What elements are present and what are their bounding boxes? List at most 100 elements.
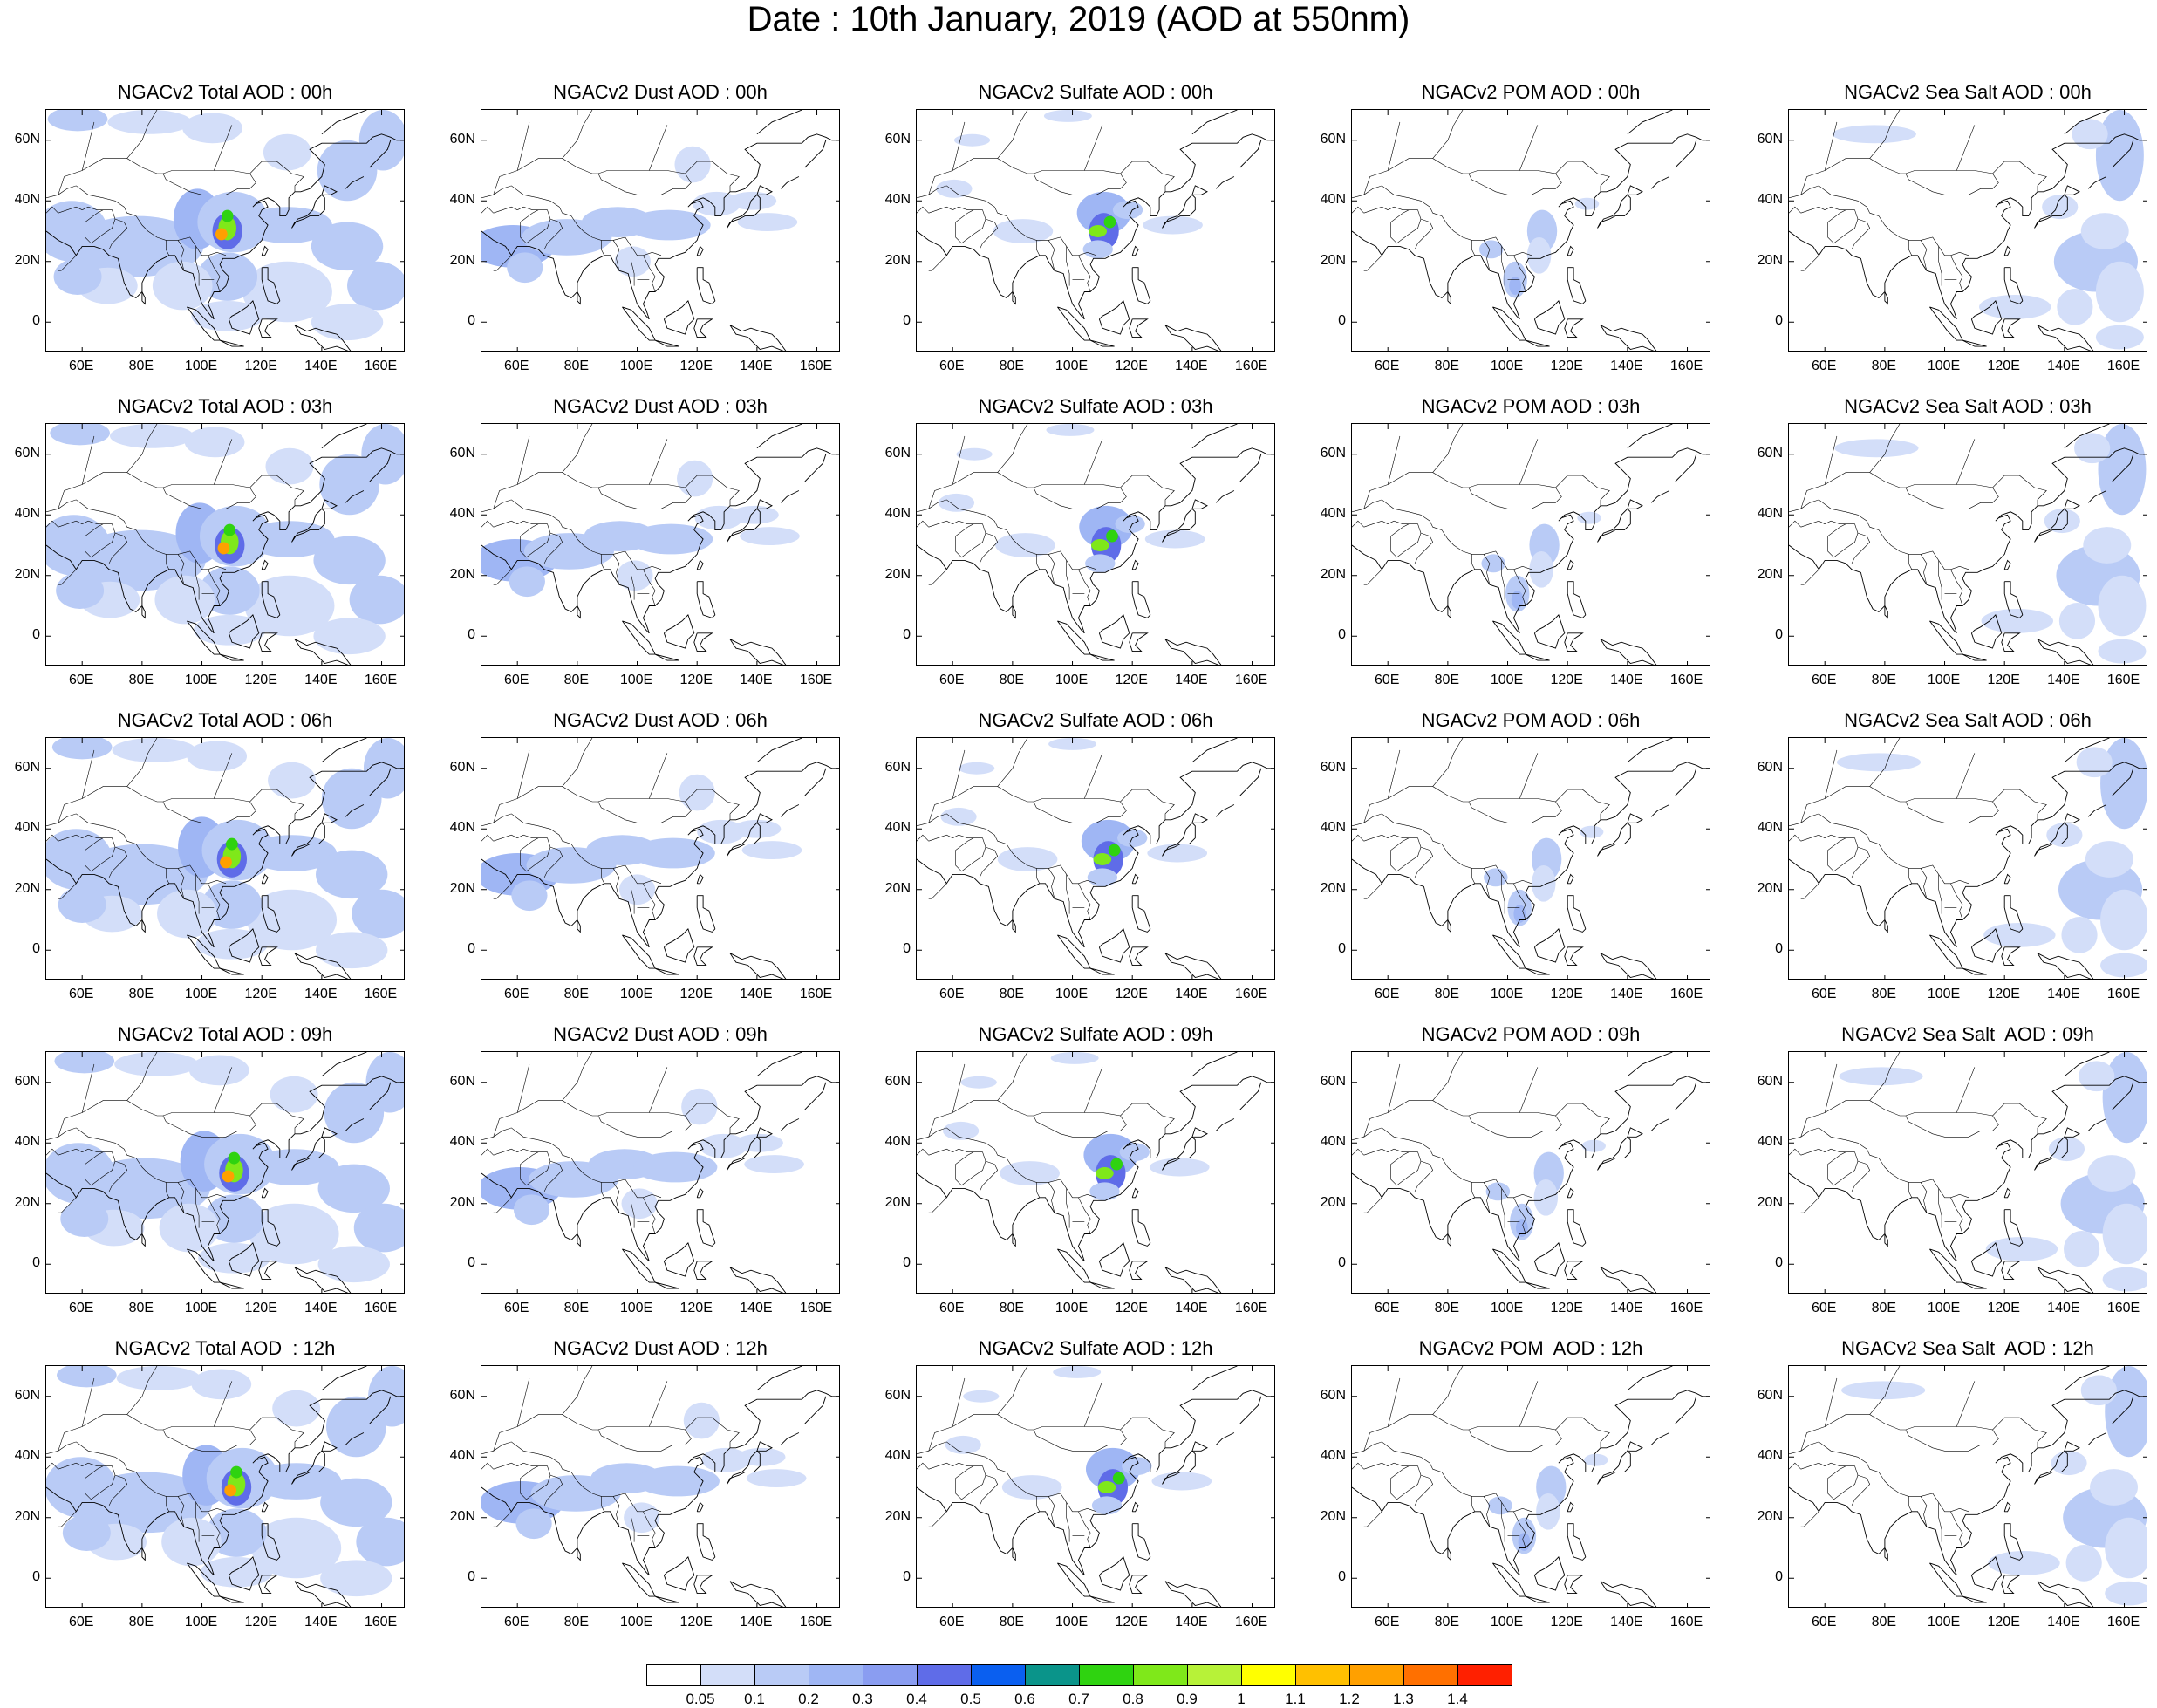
lon-tick-label: 60E	[939, 1615, 965, 1629]
coastline	[1164, 953, 1222, 979]
lon-tick-label: 160E	[799, 1615, 833, 1629]
lat-tick-label: 0	[1338, 941, 1346, 957]
country-border	[1920, 1496, 1928, 1527]
coastline	[481, 544, 650, 634]
lat-tick-label: 20N	[884, 880, 911, 896]
lat-tick-label: 40N	[1320, 1448, 1346, 1464]
country-border	[493, 472, 692, 509]
coastline	[1600, 953, 1657, 979]
aod-field-patch	[50, 424, 110, 446]
coastline	[622, 306, 656, 341]
country-border	[493, 158, 692, 195]
country-border	[520, 1151, 551, 1186]
coastline	[654, 1281, 679, 1289]
country-border	[1519, 1381, 1539, 1427]
aod-field-patch	[226, 837, 238, 851]
panel-title: NGACv2 Total AOD : 12h	[114, 1337, 336, 1359]
aod-field-patch	[509, 566, 545, 598]
country-border	[1390, 837, 1422, 872]
aod-field-patch	[959, 762, 995, 775]
coastline	[729, 325, 787, 351]
aod-field-patch	[265, 447, 314, 485]
country-border	[928, 1148, 953, 1156]
aod-field-patch	[270, 1076, 318, 1113]
coastline	[2003, 873, 2011, 885]
lon-tick-label: 140E	[740, 1301, 773, 1315]
aod-field-patch	[699, 1133, 747, 1158]
country-border	[46, 520, 58, 528]
coastline	[1129, 1261, 1149, 1281]
lon-tick-label: 80E	[1871, 1615, 1897, 1629]
country-border	[126, 110, 158, 159]
coastline	[228, 928, 260, 963]
coastline	[2003, 267, 2024, 304]
coastline	[228, 1556, 260, 1591]
lon-tick-label: 60E	[939, 673, 965, 687]
panel-title: NGACv2 Sulfate AOD : 00h	[978, 81, 1213, 103]
aod-field-patch	[1097, 1481, 1116, 1493]
country-border	[1827, 837, 1859, 872]
coastline	[141, 919, 146, 933]
coastline	[1131, 1501, 1139, 1513]
coastline	[1564, 1575, 1584, 1595]
aod-field-patch	[737, 213, 798, 231]
aod-field-patch	[356, 1517, 404, 1567]
coastline	[1962, 653, 1987, 661]
country-border	[543, 532, 563, 564]
country-border	[493, 520, 518, 528]
lon-tick-label: 120E	[1115, 1615, 1148, 1629]
aod-field-patch	[940, 807, 977, 826]
aod-field-patch	[320, 1478, 392, 1527]
country-border	[1824, 121, 1838, 171]
coastline	[261, 873, 269, 885]
lat-tick-label: 60N	[1320, 759, 1346, 775]
map-canvas	[917, 738, 1274, 979]
coastline	[1089, 339, 1115, 347]
country-border	[481, 834, 494, 842]
coastline	[2087, 1118, 2107, 1131]
coastline	[1191, 424, 1238, 449]
map-frame	[481, 1365, 840, 1608]
aod-field-patch	[681, 1088, 718, 1125]
lat-tick-label: 20N	[884, 1194, 911, 1210]
country-border	[979, 1474, 999, 1506]
lon-tick-label: 120E	[244, 1615, 277, 1629]
coastline	[1789, 858, 1957, 948]
coastline	[2064, 813, 2080, 823]
lon-tick-label: 160E	[1669, 987, 1703, 1001]
lon-tick-label: 80E	[128, 1615, 154, 1629]
coastline	[1970, 1242, 2003, 1277]
colorbar-label: 1.4	[1447, 1691, 1468, 1707]
coastline	[1884, 291, 1888, 305]
country-border	[1120, 789, 1175, 820]
aod-field-patch	[2102, 1267, 2147, 1292]
country-border	[1789, 520, 1801, 528]
country-border	[1800, 883, 1819, 899]
aod-field-patch	[263, 133, 311, 171]
map-frame	[1351, 423, 1710, 666]
colorbar-box	[1349, 1664, 1404, 1686]
country-border	[1800, 472, 1999, 509]
lon-tick-label: 100E	[1927, 1301, 1961, 1315]
lon-tick-label: 120E	[679, 987, 713, 1001]
lon-tick-label: 120E	[1115, 673, 1148, 687]
map-frame	[45, 109, 405, 352]
coastline	[219, 653, 244, 661]
coastline	[1239, 454, 1262, 482]
aod-field-patch	[249, 1203, 339, 1265]
coastline	[369, 1082, 392, 1110]
lon-tick-label: 120E	[244, 359, 277, 373]
coastline	[1098, 1242, 1130, 1277]
country-border	[1869, 110, 1901, 159]
aod-field-patch	[2102, 1203, 2147, 1265]
country-border	[1066, 1188, 1070, 1228]
map-frame	[45, 1051, 405, 1294]
aod-field-patch	[683, 1402, 720, 1439]
country-border	[1363, 786, 1562, 823]
lon-tick-label: 160E	[2106, 987, 2140, 1001]
coastline	[1131, 267, 1151, 304]
coastline	[1970, 614, 2003, 649]
country-border	[1471, 1182, 1476, 1198]
coastline	[663, 614, 695, 649]
country-border	[493, 1462, 518, 1470]
